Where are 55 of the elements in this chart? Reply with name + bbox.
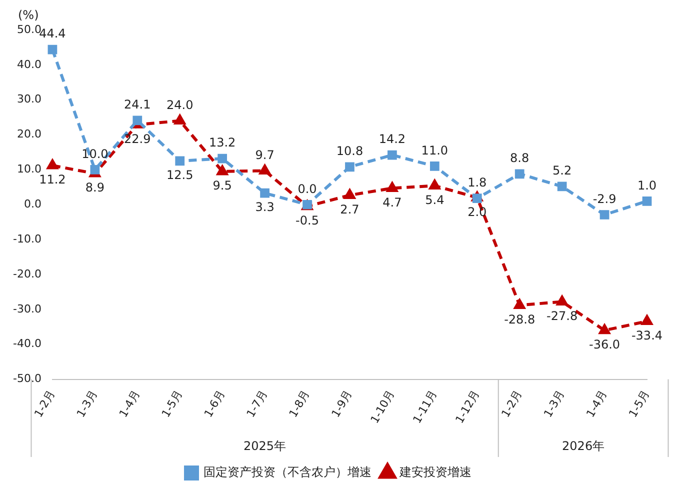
x-tick-label: 1-3月 xyxy=(541,388,568,420)
text: 2025年 xyxy=(244,439,286,454)
y-tick-label: -40.0 xyxy=(12,337,42,350)
data-label: 14.2 xyxy=(378,132,406,146)
data-label: 9.7 xyxy=(255,148,274,162)
legend-label: 建安投资增速 xyxy=(398,465,472,480)
data-label: 12.5 xyxy=(166,168,194,182)
data-label: 8.8 xyxy=(510,151,530,166)
x-tick-label: 1-2月 xyxy=(498,388,525,420)
data-label: 8.9 xyxy=(85,180,104,195)
data-label: 24.1 xyxy=(124,98,151,112)
y-tick-label: -10.0 xyxy=(12,232,42,246)
x-tick-label: 1-7月 xyxy=(244,388,270,420)
y-tick-label: 10.0 xyxy=(16,162,42,176)
x-tick-label: 1-5月 xyxy=(626,388,652,420)
y-tick-label: 40.0 xyxy=(16,58,42,71)
x-tick-label: 1-2月 xyxy=(32,388,58,420)
data-label: 11.2 xyxy=(39,172,66,187)
data-label: 2.0 xyxy=(468,204,487,219)
x-tick-label: 1-6月 xyxy=(202,388,228,420)
x-tick-label: 1-4月 xyxy=(116,388,142,420)
y-tick-label: -50.0 xyxy=(12,372,42,386)
data-label: 5.2 xyxy=(552,164,572,178)
x-tick-label: 1-4月 xyxy=(584,388,610,420)
data-label: -28.8 xyxy=(504,312,536,326)
y-tick-label: 30.0 xyxy=(16,92,42,106)
data-label: 1.8 xyxy=(468,175,487,190)
x-tick-label: 1-9月 xyxy=(329,388,355,420)
data-label: -2.9 xyxy=(592,192,616,206)
data-label: 10.8 xyxy=(336,144,364,158)
data-label: 13.2 xyxy=(208,136,236,150)
data-label: 24.0 xyxy=(166,98,194,112)
text: 2026年 xyxy=(562,439,605,454)
data-label: 0.0 xyxy=(298,182,317,196)
data-label: 11.0 xyxy=(421,143,448,158)
y-tick-label: 0.0 xyxy=(24,197,42,210)
y-tick-label: -20.0 xyxy=(12,267,42,280)
data-label: 1.0 xyxy=(637,178,657,192)
legend-label: 固定资产投资（不含农户）增速 xyxy=(204,465,372,480)
data-label: -33.4 xyxy=(631,328,663,342)
x-tick-label: 1-8月 xyxy=(286,388,312,420)
y-tick-label: 20.0 xyxy=(16,128,42,141)
y-axis-title: (%) xyxy=(18,8,39,22)
data-label: 4.7 xyxy=(382,195,402,210)
data-label: 5.4 xyxy=(425,192,444,207)
data-label: 22.9 xyxy=(124,132,151,146)
x-tick-label: 1-3月 xyxy=(74,388,100,420)
data-label: -0.5 xyxy=(296,214,319,228)
data-label: -27.8 xyxy=(546,308,578,323)
x-tick-label: 1-5月 xyxy=(159,388,185,420)
data-label: -36.0 xyxy=(589,337,620,352)
data-label: 3.3 xyxy=(255,200,274,214)
y-tick-label: -30.0 xyxy=(12,302,42,316)
data-label: 9.5 xyxy=(212,178,232,193)
data-label: 2.7 xyxy=(340,202,360,216)
